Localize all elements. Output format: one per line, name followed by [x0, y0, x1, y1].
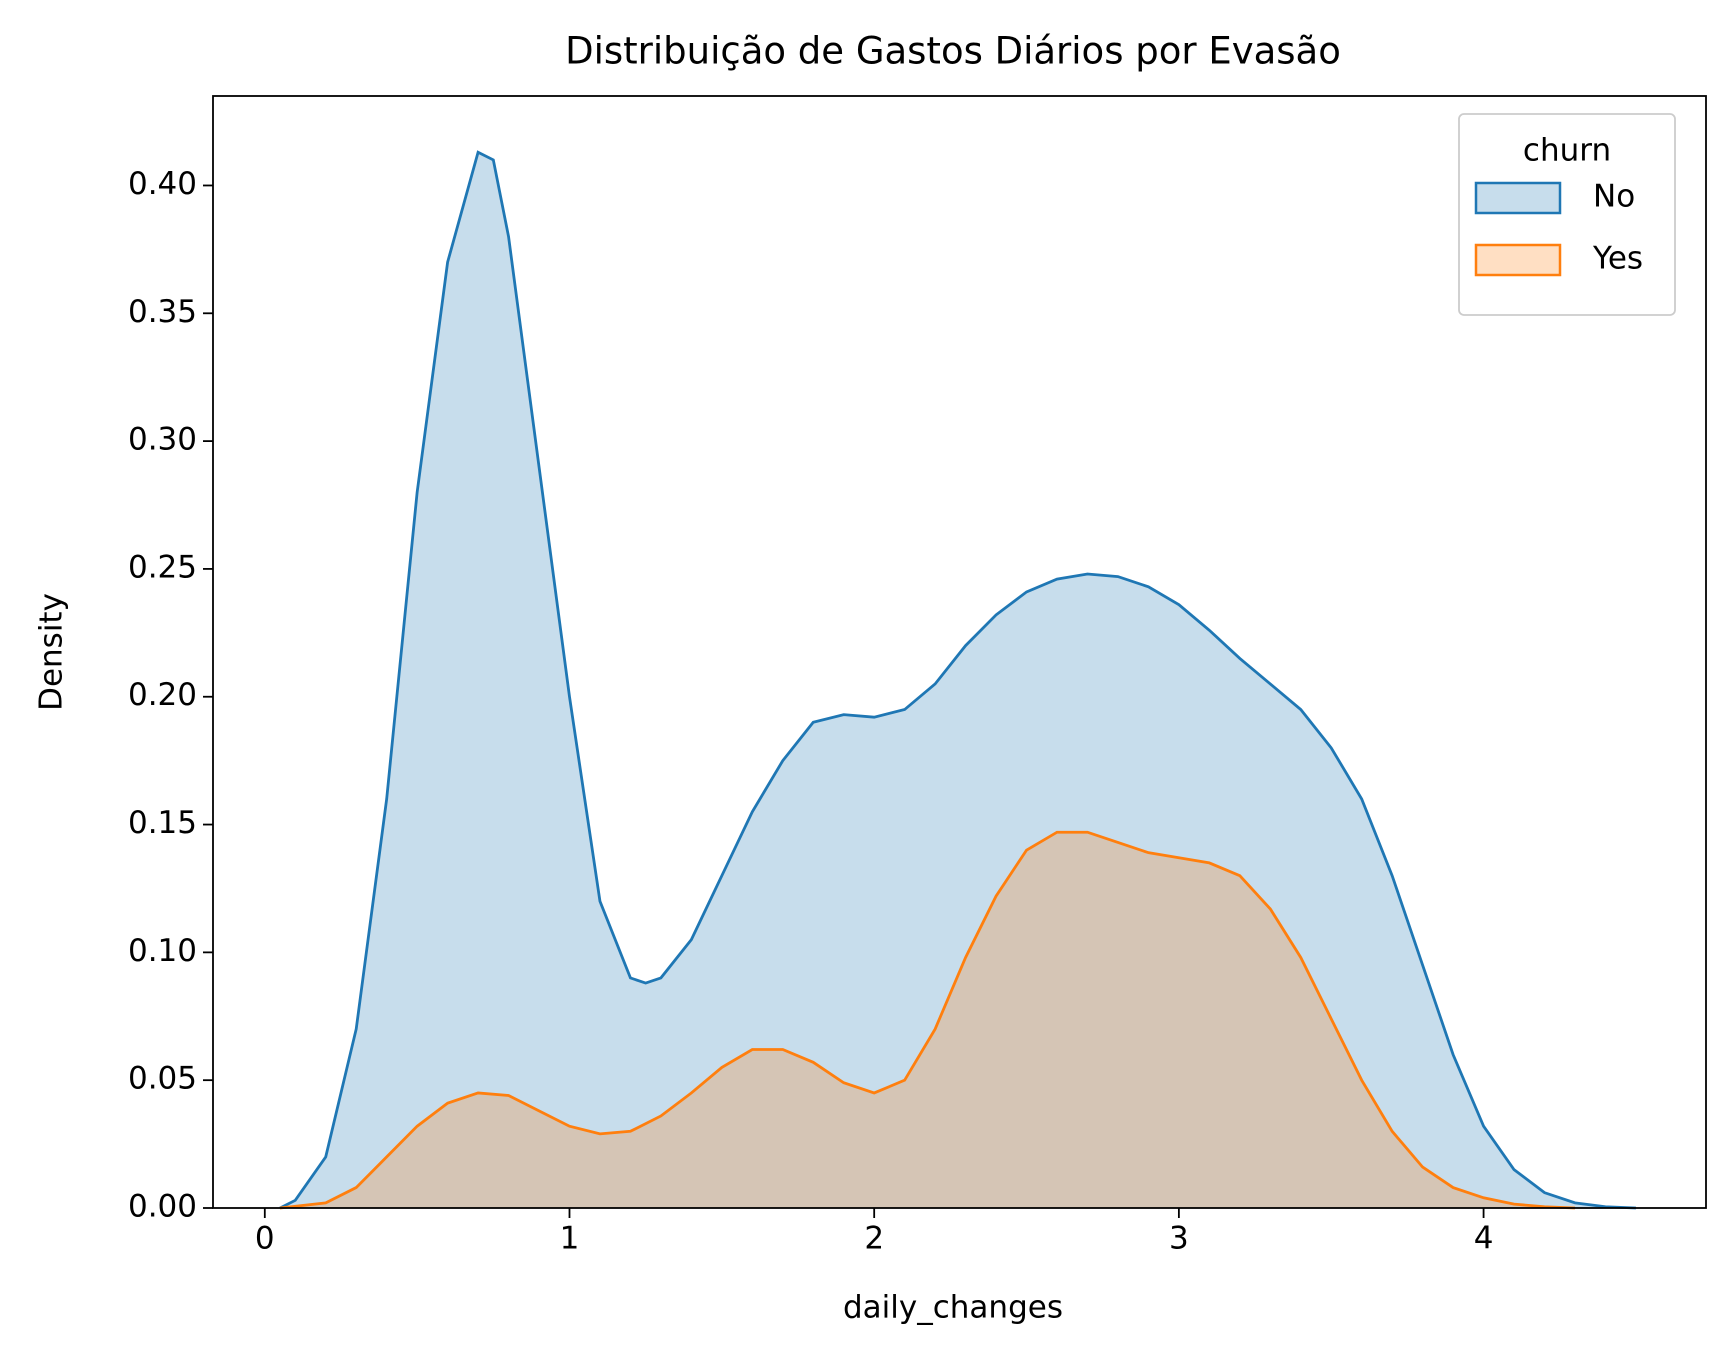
legend-box [1458, 113, 1676, 316]
legend-title: churn [1523, 133, 1611, 169]
legend-label: No [1593, 179, 1635, 215]
x-axis-label: daily_changes [843, 1290, 1063, 1326]
y-tick-label: 0.20 [128, 677, 197, 713]
y-tick-label: 0.30 [128, 422, 197, 458]
legend-swatch [1474, 181, 1562, 215]
x-tick-label: 0 [255, 1221, 275, 1257]
x-tick-label: 3 [1169, 1221, 1189, 1257]
legend-label: Yes [1592, 241, 1643, 277]
density-area [280, 832, 1575, 1208]
plot-frame [212, 95, 1707, 1209]
y-tick-label: 0.15 [128, 805, 197, 841]
x-tick-label: 4 [1474, 1221, 1494, 1257]
density-line [279, 150, 1636, 1210]
x-tick-label: 1 [560, 1221, 580, 1257]
y-axis-label: Density [34, 593, 70, 711]
x-tick-label: 2 [864, 1221, 884, 1257]
y-tick-label: 0.05 [128, 1061, 197, 1097]
y-tick-label: 0.25 [128, 549, 197, 585]
density-line [279, 830, 1576, 1210]
y-tick-label: 0.35 [128, 294, 197, 330]
y-tick-label: 0.00 [128, 1189, 197, 1225]
legend-swatch [1474, 243, 1562, 277]
y-tick-label: 0.40 [128, 166, 197, 202]
y-tick-label: 0.10 [128, 933, 197, 969]
density-area [280, 152, 1636, 1209]
chart-title: Distribuição de Gastos Diários por Evasã… [565, 30, 1341, 73]
